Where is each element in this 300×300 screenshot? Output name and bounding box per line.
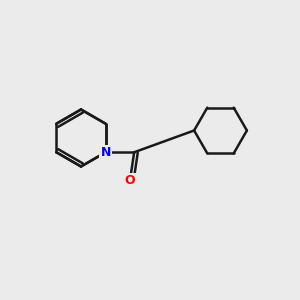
Text: O: O [124,174,135,187]
Text: N: N [100,146,111,159]
